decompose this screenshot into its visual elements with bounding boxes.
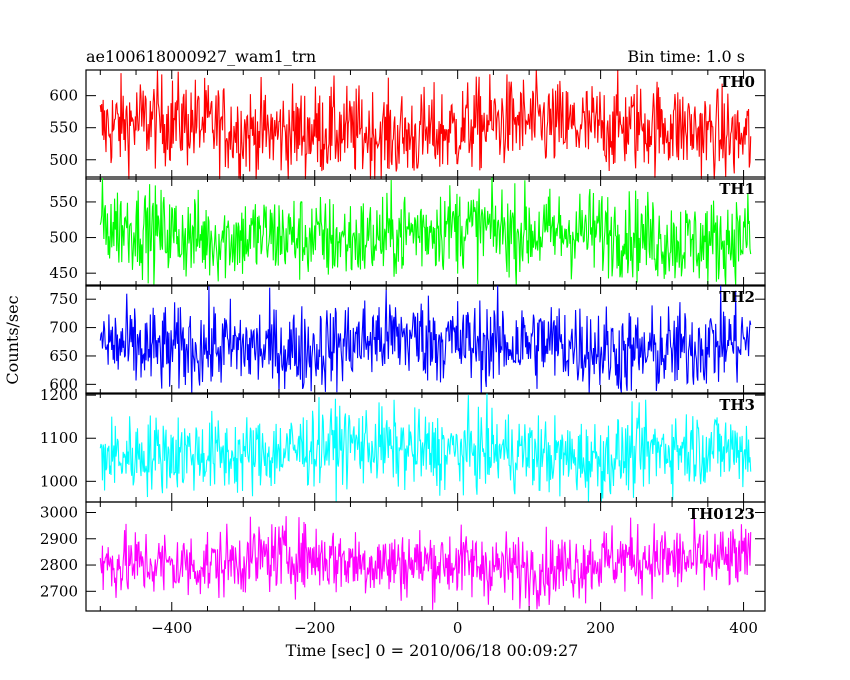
series-trace-th1 (99, 176, 752, 287)
x-axis-label: Time [sec] 0 = 2010/06/18 00:09:27 (286, 641, 579, 660)
y-tick-label: 750 (49, 290, 78, 308)
y-tick-label: 500 (49, 151, 78, 169)
y-tick-label: 700 (49, 319, 78, 337)
y-tick-label: 1100 (40, 429, 78, 447)
panel-frame-th0123 (85, 501, 766, 612)
y-axis-label: Counts/sec (3, 295, 22, 384)
series-trace-th0 (99, 69, 752, 180)
x-tick-label: −200 (294, 619, 335, 637)
y-tick-label: 450 (49, 264, 78, 282)
x-tick-label: 400 (729, 619, 758, 637)
panel-label-th0123: TH0123 (688, 505, 755, 523)
x-tick-label: 200 (586, 619, 615, 637)
series-trace-th2 (99, 285, 752, 395)
y-tick-label: 600 (49, 87, 78, 105)
figure-title: ae100618000927_wam1_trn (86, 47, 316, 66)
panel-label-th0: TH0 (719, 73, 755, 91)
series-trace-th0123 (99, 513, 752, 610)
y-tick-label: 2900 (40, 530, 78, 548)
x-tick-label: −400 (151, 619, 192, 637)
y-tick-label: 1000 (40, 472, 78, 490)
y-tick-label: 650 (49, 347, 78, 365)
y-tick-label: 600 (49, 375, 78, 393)
panel-label-th3: TH3 (719, 396, 755, 414)
series-trace-th3 (99, 392, 752, 503)
y-tick-label: 550 (49, 193, 78, 211)
y-tick-label: 550 (49, 119, 78, 137)
panel-frame-th0 (85, 69, 766, 180)
panel-frame-th2 (85, 284, 766, 395)
y-tick-label: 3000 (40, 504, 78, 522)
panel-frame-th1 (85, 176, 766, 287)
bin-time-label: Bin time: 1.0 s (627, 47, 745, 66)
x-tick-label: 0 (453, 619, 463, 637)
panels-group: 500 550 600 TH0 450 500 550 TH1 600 650 700 750 TH2 1… (40, 69, 766, 637)
y-tick-label: 500 (49, 229, 78, 247)
panel-label-th2: TH2 (719, 288, 755, 306)
y-tick-label: 1200 (40, 386, 78, 404)
panel-label-th1: TH1 (719, 180, 755, 198)
y-tick-label: 2700 (40, 582, 78, 600)
y-tick-label: 2800 (40, 556, 78, 574)
